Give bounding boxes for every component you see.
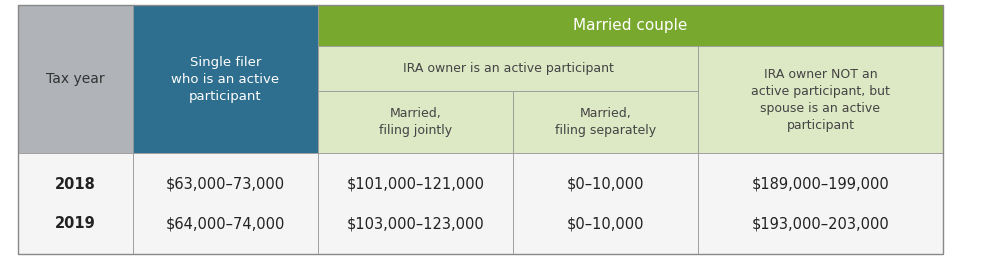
FancyBboxPatch shape — [18, 153, 133, 254]
Text: $63,000–73,000

$64,000–74,000: $63,000–73,000 $64,000–74,000 — [166, 177, 285, 231]
Text: Single filer
who is an active
participant: Single filer who is an active participan… — [171, 55, 280, 103]
FancyBboxPatch shape — [698, 46, 943, 153]
FancyBboxPatch shape — [18, 5, 133, 153]
Text: Married,
filing jointly: Married, filing jointly — [379, 107, 452, 137]
Text: Married,
filing separately: Married, filing separately — [555, 107, 656, 137]
FancyBboxPatch shape — [318, 91, 513, 153]
FancyBboxPatch shape — [318, 153, 513, 254]
Text: IRA owner NOT an
active participant, but
spouse is an active
participant: IRA owner NOT an active participant, but… — [751, 68, 890, 132]
FancyBboxPatch shape — [133, 5, 318, 153]
FancyBboxPatch shape — [513, 91, 698, 153]
Text: Tax year: Tax year — [46, 72, 105, 86]
FancyBboxPatch shape — [318, 46, 698, 91]
Text: Married couple: Married couple — [573, 18, 688, 33]
Text: $101,000–121,000

$103,000–123,000: $101,000–121,000 $103,000–123,000 — [347, 177, 484, 231]
FancyBboxPatch shape — [513, 153, 698, 254]
Text: IRA owner is an active participant: IRA owner is an active participant — [403, 62, 613, 75]
FancyBboxPatch shape — [698, 153, 943, 254]
Text: $189,000–199,000

$193,000–203,000: $189,000–199,000 $193,000–203,000 — [752, 177, 889, 231]
FancyBboxPatch shape — [318, 5, 943, 46]
FancyBboxPatch shape — [133, 153, 318, 254]
Text: 2018

2019: 2018 2019 — [55, 177, 96, 231]
Text: $0–10,000

$0–10,000: $0–10,000 $0–10,000 — [567, 177, 644, 231]
